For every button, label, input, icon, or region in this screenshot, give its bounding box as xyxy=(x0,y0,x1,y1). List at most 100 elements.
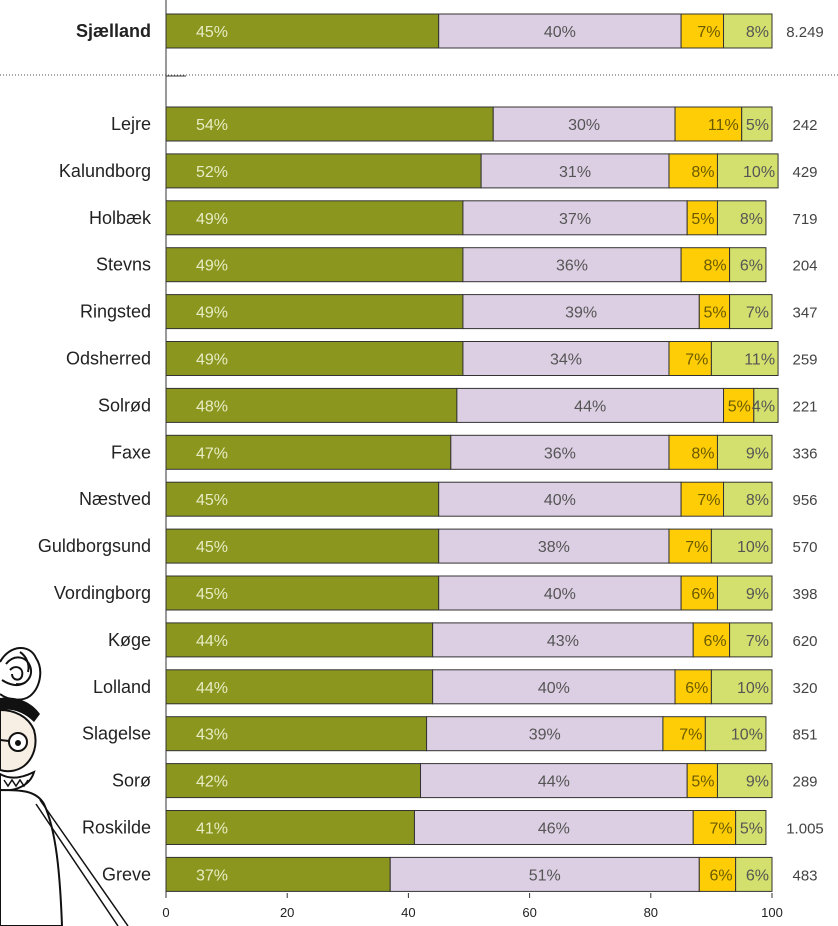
count-label: 347 xyxy=(792,305,817,322)
bar-row: Ringsted 49% 39% 5% 7% 347 xyxy=(80,294,818,330)
data-label: 5% xyxy=(740,821,763,838)
bar-segment xyxy=(438,528,670,564)
bar-segment xyxy=(729,294,773,330)
data-label: 5% xyxy=(691,211,714,228)
data-label: 10% xyxy=(743,164,775,181)
data-label: 7% xyxy=(679,727,702,744)
data-label: 48% xyxy=(196,398,228,415)
bar-segment xyxy=(723,13,773,49)
data-label: 42% xyxy=(196,774,228,791)
count-label: 221 xyxy=(792,398,817,415)
bar-row: Sorø 42% 44% 5% 9% 289 xyxy=(112,763,818,799)
bar-row: Roskilde 41% 46% 7% 5% 1.005 xyxy=(82,810,824,845)
data-label: 44% xyxy=(538,774,570,791)
data-label: 43% xyxy=(196,727,228,744)
data-label: 6% xyxy=(740,258,763,275)
count-label: 851 xyxy=(792,727,817,744)
data-label: 10% xyxy=(737,680,769,697)
data-label: 47% xyxy=(196,445,228,462)
data-label: 44% xyxy=(574,398,606,415)
bar-segment xyxy=(668,434,718,470)
category-label: Solrød xyxy=(98,395,151,415)
bar-segment xyxy=(432,669,676,705)
bar-row: Holbæk 49% 37% 5% 8% 719 xyxy=(89,200,818,236)
category-label: Sjælland xyxy=(76,21,151,41)
bar-segment xyxy=(165,106,494,142)
x-tick-label: 80 xyxy=(644,905,658,920)
category-label: Guldborgsund xyxy=(38,536,151,556)
data-label: 36% xyxy=(544,445,576,462)
data-label: 49% xyxy=(196,352,228,369)
data-label: 34% xyxy=(550,352,582,369)
bar-segment xyxy=(165,810,415,845)
bar-segment xyxy=(692,810,737,845)
bar-segment xyxy=(492,106,676,142)
data-label: 44% xyxy=(196,633,228,650)
bar-segment xyxy=(716,575,773,611)
bar-segment xyxy=(165,528,440,564)
count-label: 259 xyxy=(792,352,817,369)
bar-segment xyxy=(698,856,737,892)
data-label: 36% xyxy=(556,258,588,275)
data-label: 7% xyxy=(697,492,720,509)
bar-segment xyxy=(165,575,440,611)
bar-segment xyxy=(692,622,731,658)
bar-segment xyxy=(165,341,464,376)
data-label: 7% xyxy=(746,633,769,650)
bar-segment xyxy=(723,387,755,423)
bar-segment xyxy=(165,669,434,705)
bar-segment xyxy=(710,528,773,564)
data-label: 10% xyxy=(737,539,769,556)
category-label: Stevns xyxy=(96,255,151,275)
data-label: 49% xyxy=(196,305,228,322)
bar-segment xyxy=(462,294,700,330)
data-label: 39% xyxy=(565,305,597,322)
bar-segment xyxy=(716,434,773,470)
category-label: Vordingborg xyxy=(54,583,151,603)
bar-segment xyxy=(674,106,743,142)
data-label: 49% xyxy=(196,211,228,228)
bar-segment xyxy=(662,716,706,752)
summary-bar-row: Sjælland 45% 40% 7% 8% 8.249 xyxy=(76,13,824,49)
bar-row: Lejre 54% 30% 11% 5% 242 xyxy=(111,106,818,142)
data-label: 6% xyxy=(685,680,708,697)
bar-segment xyxy=(438,13,682,49)
bar-segment xyxy=(389,856,700,892)
bar-row: Greve 37% 51% 6% 6% 483 xyxy=(102,856,818,892)
bar-row: Guldborgsund 45% 38% 7% 10% 570 xyxy=(38,528,818,564)
data-label: 6% xyxy=(703,633,726,650)
bar-row: Lolland 44% 40% 6% 10% 320 xyxy=(93,669,818,705)
data-label: 45% xyxy=(196,586,228,603)
bar-segment xyxy=(438,481,682,517)
data-label: 9% xyxy=(746,586,769,603)
data-label: 45% xyxy=(196,24,228,41)
data-label: 30% xyxy=(568,117,600,134)
data-label: 7% xyxy=(685,539,708,556)
count-label: 204 xyxy=(792,258,817,275)
data-label: 40% xyxy=(544,492,576,509)
bar-row: Næstved 45% 40% 7% 8% 956 xyxy=(79,481,818,517)
data-label: 7% xyxy=(710,821,733,838)
data-label: 40% xyxy=(538,680,570,697)
data-label: 44% xyxy=(196,680,228,697)
category-label: Greve xyxy=(102,864,151,884)
count-label: 483 xyxy=(792,867,817,884)
bar-segment xyxy=(165,294,464,330)
data-label: 5% xyxy=(691,774,714,791)
data-label: 8% xyxy=(703,258,726,275)
bar-segment xyxy=(165,200,464,236)
bar-segment xyxy=(426,716,664,752)
mascot-character-icon xyxy=(0,647,129,926)
data-label: 10% xyxy=(731,727,763,744)
count-label: 320 xyxy=(792,680,817,697)
bar-segment xyxy=(735,856,773,892)
bar-segment xyxy=(668,528,712,564)
data-label: 45% xyxy=(196,492,228,509)
bar-row: Kalundborg 52% 31% 8% 10% 429 xyxy=(59,153,818,189)
bar-segment xyxy=(456,387,725,423)
bar-segment xyxy=(753,387,779,423)
bar-row: Slagelse 43% 39% 7% 10% 851 xyxy=(82,716,818,752)
data-label: 6% xyxy=(710,867,733,884)
bar-row: Faxe 47% 36% 8% 9% 336 xyxy=(111,434,818,470)
bar-segment xyxy=(741,106,773,142)
